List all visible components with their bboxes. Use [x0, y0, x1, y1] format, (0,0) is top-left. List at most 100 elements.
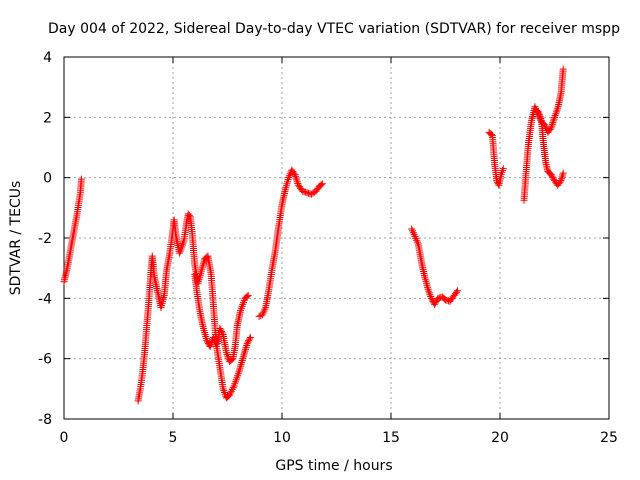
data-point [245, 337, 253, 345]
data-point [293, 178, 301, 186]
data-point [223, 350, 231, 358]
x-tick-label: 25 [600, 430, 618, 446]
data-point [212, 341, 220, 349]
data-point [553, 106, 561, 114]
data-point [306, 190, 314, 198]
data-point [551, 112, 559, 120]
data-point [220, 388, 228, 396]
y-tick-label: -2 [38, 231, 52, 247]
data-point [216, 325, 224, 332]
data-point [559, 65, 567, 73]
data-point [235, 366, 243, 374]
data-point [238, 357, 246, 365]
data-point [222, 349, 230, 357]
data-point [229, 384, 237, 392]
data-point [452, 288, 460, 296]
x-tick-label: 10 [273, 430, 291, 446]
data-point [551, 113, 558, 121]
data-point [239, 353, 247, 361]
data-point [427, 294, 435, 302]
data-point [236, 364, 244, 372]
data-point [548, 120, 556, 128]
data-point [537, 115, 545, 123]
data-point [241, 345, 249, 353]
data-point [220, 387, 228, 395]
data-point [244, 338, 252, 346]
data-point [239, 355, 247, 363]
data-point [303, 189, 311, 197]
data-point [227, 389, 235, 397]
data-point [243, 292, 251, 300]
x-tick-label: 0 [60, 430, 69, 446]
data-point [550, 115, 558, 123]
data-point [244, 291, 252, 299]
data-point [246, 334, 254, 342]
data-point [237, 360, 245, 368]
data-point [431, 299, 439, 307]
data-point [211, 337, 219, 345]
data-point [228, 356, 236, 364]
data-point [443, 296, 451, 304]
data-point [548, 172, 556, 180]
data-point [206, 343, 214, 351]
data-point [242, 343, 250, 351]
x-tick-labels: 0 5 10 15 20 25 [60, 430, 618, 446]
data-point [243, 340, 251, 348]
data-point [227, 387, 235, 395]
data-point [237, 362, 245, 370]
data-point [453, 287, 461, 295]
data-point [552, 110, 560, 118]
data-point [499, 165, 507, 173]
data-point [426, 291, 434, 299]
data-point [556, 178, 564, 186]
y-tick-label: -8 [38, 412, 52, 428]
chart-title: Day 004 of 2022, Sidereal Day-to-day VTE… [48, 21, 620, 37]
data-point [549, 174, 557, 182]
data-point [559, 169, 567, 177]
data-point [246, 335, 254, 343]
data-point [317, 181, 325, 189]
data-markers [60, 65, 567, 405]
data-point [424, 285, 432, 293]
data-point [185, 211, 193, 219]
x-axis-title: GPS time / hours [275, 458, 392, 474]
y-tick-label: 2 [43, 110, 52, 126]
data-point [226, 391, 234, 399]
data-point [434, 294, 442, 302]
data-point [294, 179, 302, 187]
data-point [211, 339, 219, 347]
data-point [427, 293, 435, 301]
data-point [293, 176, 301, 184]
data-point [240, 349, 248, 357]
data-point [431, 300, 439, 308]
data-point [292, 174, 300, 182]
data-point [299, 187, 307, 195]
data-point [238, 358, 246, 366]
data-point [210, 335, 218, 343]
data-point [228, 385, 236, 393]
data-point [546, 125, 554, 133]
y-tick-label: 0 [43, 171, 52, 187]
x-tick-label: 20 [491, 430, 509, 446]
data-point [291, 171, 299, 179]
data-point [552, 108, 560, 116]
data-point [203, 337, 211, 345]
data-point [536, 113, 544, 121]
data-point [425, 289, 433, 297]
data-point [302, 188, 310, 196]
data-point [77, 175, 85, 183]
data-point [203, 253, 211, 261]
data-point [425, 287, 433, 295]
axis-ticks [63, 56, 610, 420]
data-point [290, 169, 298, 177]
data-point [535, 109, 543, 117]
data-point [547, 124, 555, 132]
y-tick-label: -6 [38, 352, 52, 368]
data-point [549, 119, 557, 127]
data-point [240, 351, 248, 359]
data-point [218, 329, 226, 337]
grid-lines [64, 57, 609, 419]
data-point [219, 385, 227, 393]
data-point [209, 334, 217, 342]
